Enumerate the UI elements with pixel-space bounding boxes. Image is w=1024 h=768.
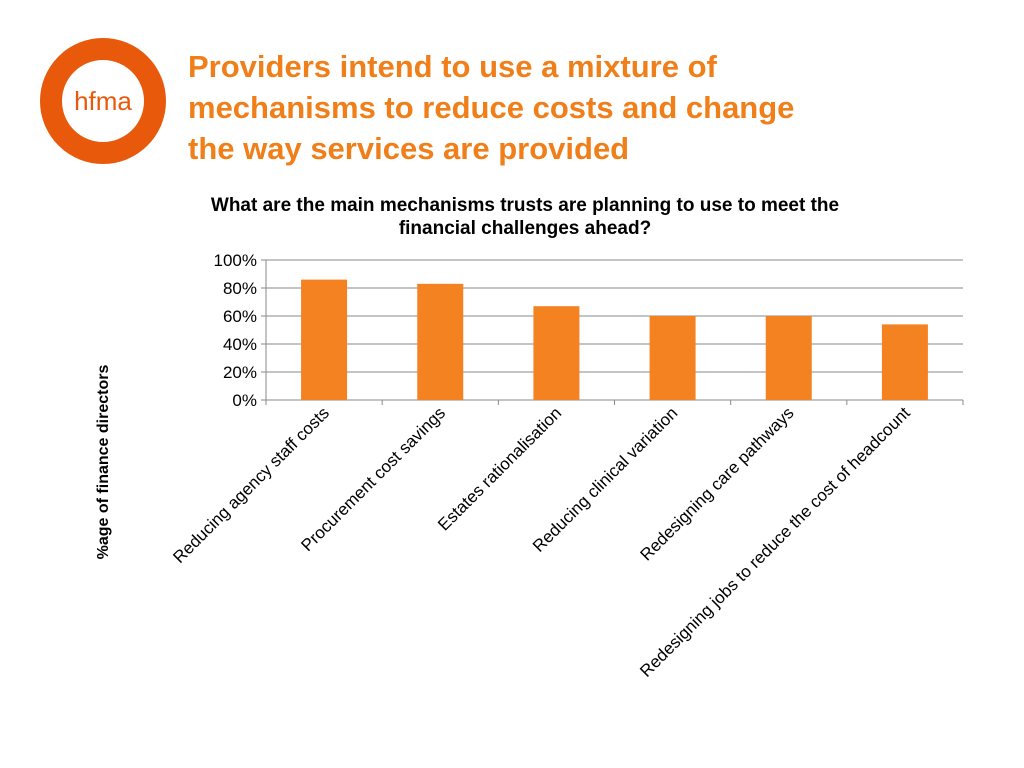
logo-ring bbox=[40, 38, 166, 164]
bar bbox=[301, 279, 348, 400]
x-tick-label: Redesigning jobs to reduce the cost of h… bbox=[636, 403, 914, 681]
logo-text: hfma bbox=[74, 86, 132, 116]
bar bbox=[417, 283, 464, 400]
page-headline: Providers intend to use a mixture of mec… bbox=[188, 46, 988, 169]
bar bbox=[765, 316, 812, 400]
headline-line: the way services are provided bbox=[188, 131, 630, 166]
headline-line: Providers intend to use a mixture of bbox=[188, 49, 717, 84]
bar bbox=[533, 306, 580, 400]
bar bbox=[881, 324, 928, 400]
hfma-logo: hfma bbox=[40, 38, 166, 164]
y-tick-label: 40% bbox=[223, 335, 257, 354]
y-tick-label: 80% bbox=[223, 279, 257, 298]
headline-line: mechanisms to reduce costs and change bbox=[188, 90, 795, 125]
y-tick-label: 0% bbox=[232, 391, 257, 410]
y-tick-label: 60% bbox=[223, 307, 257, 326]
x-tick-label: Estates rationalisation bbox=[434, 403, 565, 534]
y-tick-label: 20% bbox=[223, 363, 257, 382]
y-tick-label: 100% bbox=[214, 251, 257, 270]
chart-title: What are the main mechanisms trusts are … bbox=[210, 195, 840, 239]
bar bbox=[649, 316, 696, 400]
